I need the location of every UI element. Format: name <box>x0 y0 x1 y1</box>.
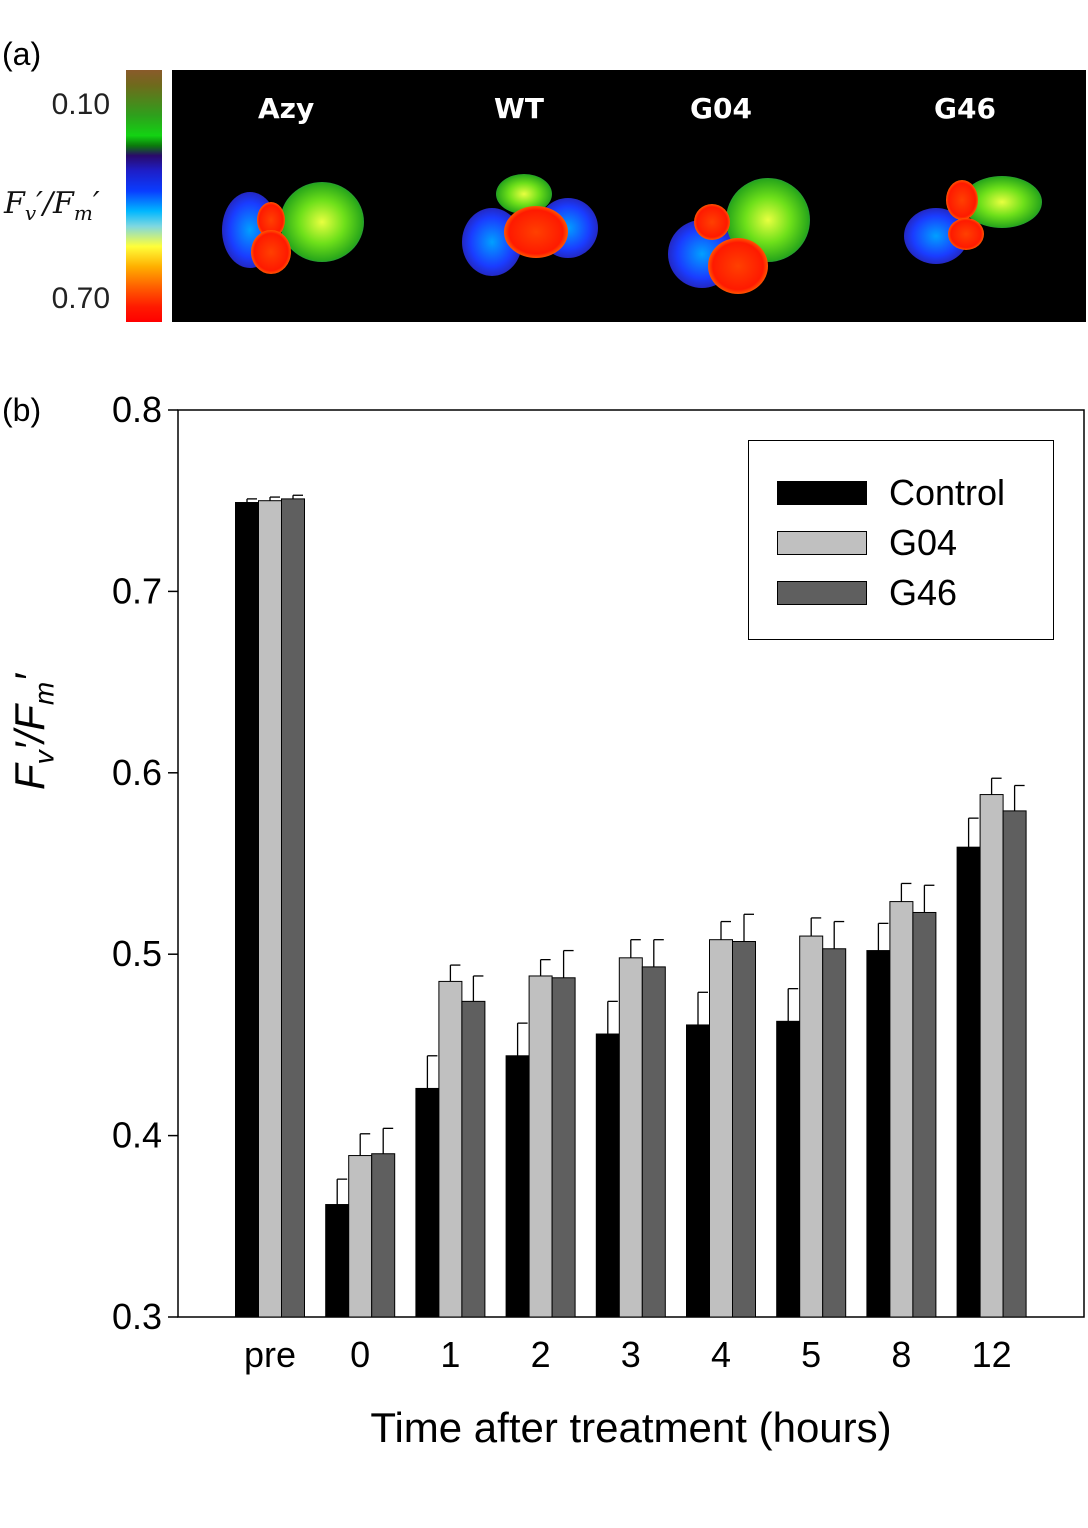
bar <box>236 503 259 1317</box>
x-tick-label: 2 <box>531 1334 551 1375</box>
bar <box>980 795 1003 1317</box>
bar <box>349 1156 372 1317</box>
colorbar-bottom-tick: 0.70 <box>0 282 110 316</box>
bar <box>687 1025 710 1317</box>
x-tick-label: 8 <box>891 1334 911 1375</box>
colorbar-top-tick: 0.10 <box>0 88 110 122</box>
bar <box>326 1205 349 1317</box>
bar <box>596 1034 619 1317</box>
legend-item-g46: G46 <box>777 573 957 613</box>
bar <box>710 940 733 1317</box>
plant-images <box>172 70 1086 322</box>
x-tick-label: 5 <box>801 1334 821 1375</box>
plant-wt <box>462 174 598 276</box>
bar <box>777 1021 800 1317</box>
fluorescence-image: Azy WT G04 G46 <box>172 70 1086 322</box>
legend-label-control: Control <box>889 472 1005 514</box>
x-tick-label: 0 <box>350 1334 370 1375</box>
bar <box>890 902 913 1317</box>
bar <box>282 499 305 1317</box>
bar <box>642 967 665 1317</box>
bar <box>867 951 890 1317</box>
plant-azy <box>222 182 364 274</box>
x-tick-label: 3 <box>621 1334 641 1375</box>
bar <box>957 847 980 1317</box>
bar <box>552 978 575 1317</box>
y-tick-label: 0.4 <box>112 1115 162 1156</box>
legend-swatch-control <box>777 481 867 505</box>
plant-g46 <box>904 176 1042 264</box>
y-axis-label: Fv′/Fm′ <box>6 650 60 790</box>
bar <box>259 501 282 1317</box>
legend-label-g04: G04 <box>889 522 957 564</box>
bar <box>462 1001 485 1317</box>
y-tick-label: 0.5 <box>112 933 162 974</box>
figure: (a) 0.10 0.70 Fv′/Fm′ Azy WT G04 G46 <box>0 0 1088 1528</box>
bar <box>529 976 552 1317</box>
bar <box>619 958 642 1317</box>
bar <box>439 981 462 1317</box>
panel-a-label: (a) <box>2 36 41 73</box>
colorbar <box>126 70 162 322</box>
y-tick-label: 0.8 <box>112 389 162 430</box>
x-tick-label: 1 <box>440 1334 460 1375</box>
bar <box>506 1056 529 1317</box>
bar <box>372 1154 395 1317</box>
legend-swatch-g46 <box>777 581 867 605</box>
bar <box>1003 811 1026 1317</box>
legend: Control G04 G46 <box>748 440 1054 640</box>
y-tick-label: 0.7 <box>112 570 162 611</box>
bar <box>823 949 846 1317</box>
bar <box>913 912 936 1317</box>
plant-g04 <box>668 178 810 294</box>
x-tick-label: 12 <box>972 1334 1012 1375</box>
x-axis-label: Time after treatment (hours) <box>178 1404 1084 1452</box>
x-tick-label: pre <box>244 1334 296 1375</box>
y-tick-label: 0.6 <box>112 752 162 793</box>
legend-swatch-g04 <box>777 531 867 555</box>
legend-item-control: Control <box>777 473 1005 513</box>
x-tick-label: 4 <box>711 1334 731 1375</box>
legend-item-g04: G04 <box>777 523 957 563</box>
legend-label-g46: G46 <box>889 572 957 614</box>
colorbar-label: Fv′/Fm′ <box>4 186 100 225</box>
bar <box>416 1088 439 1317</box>
bar <box>800 936 823 1317</box>
y-tick-label: 0.3 <box>112 1296 162 1337</box>
bar <box>733 942 756 1317</box>
